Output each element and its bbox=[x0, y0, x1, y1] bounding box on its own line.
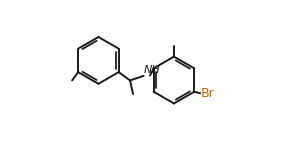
Text: Br: Br bbox=[201, 87, 214, 100]
Text: NH: NH bbox=[144, 65, 161, 75]
